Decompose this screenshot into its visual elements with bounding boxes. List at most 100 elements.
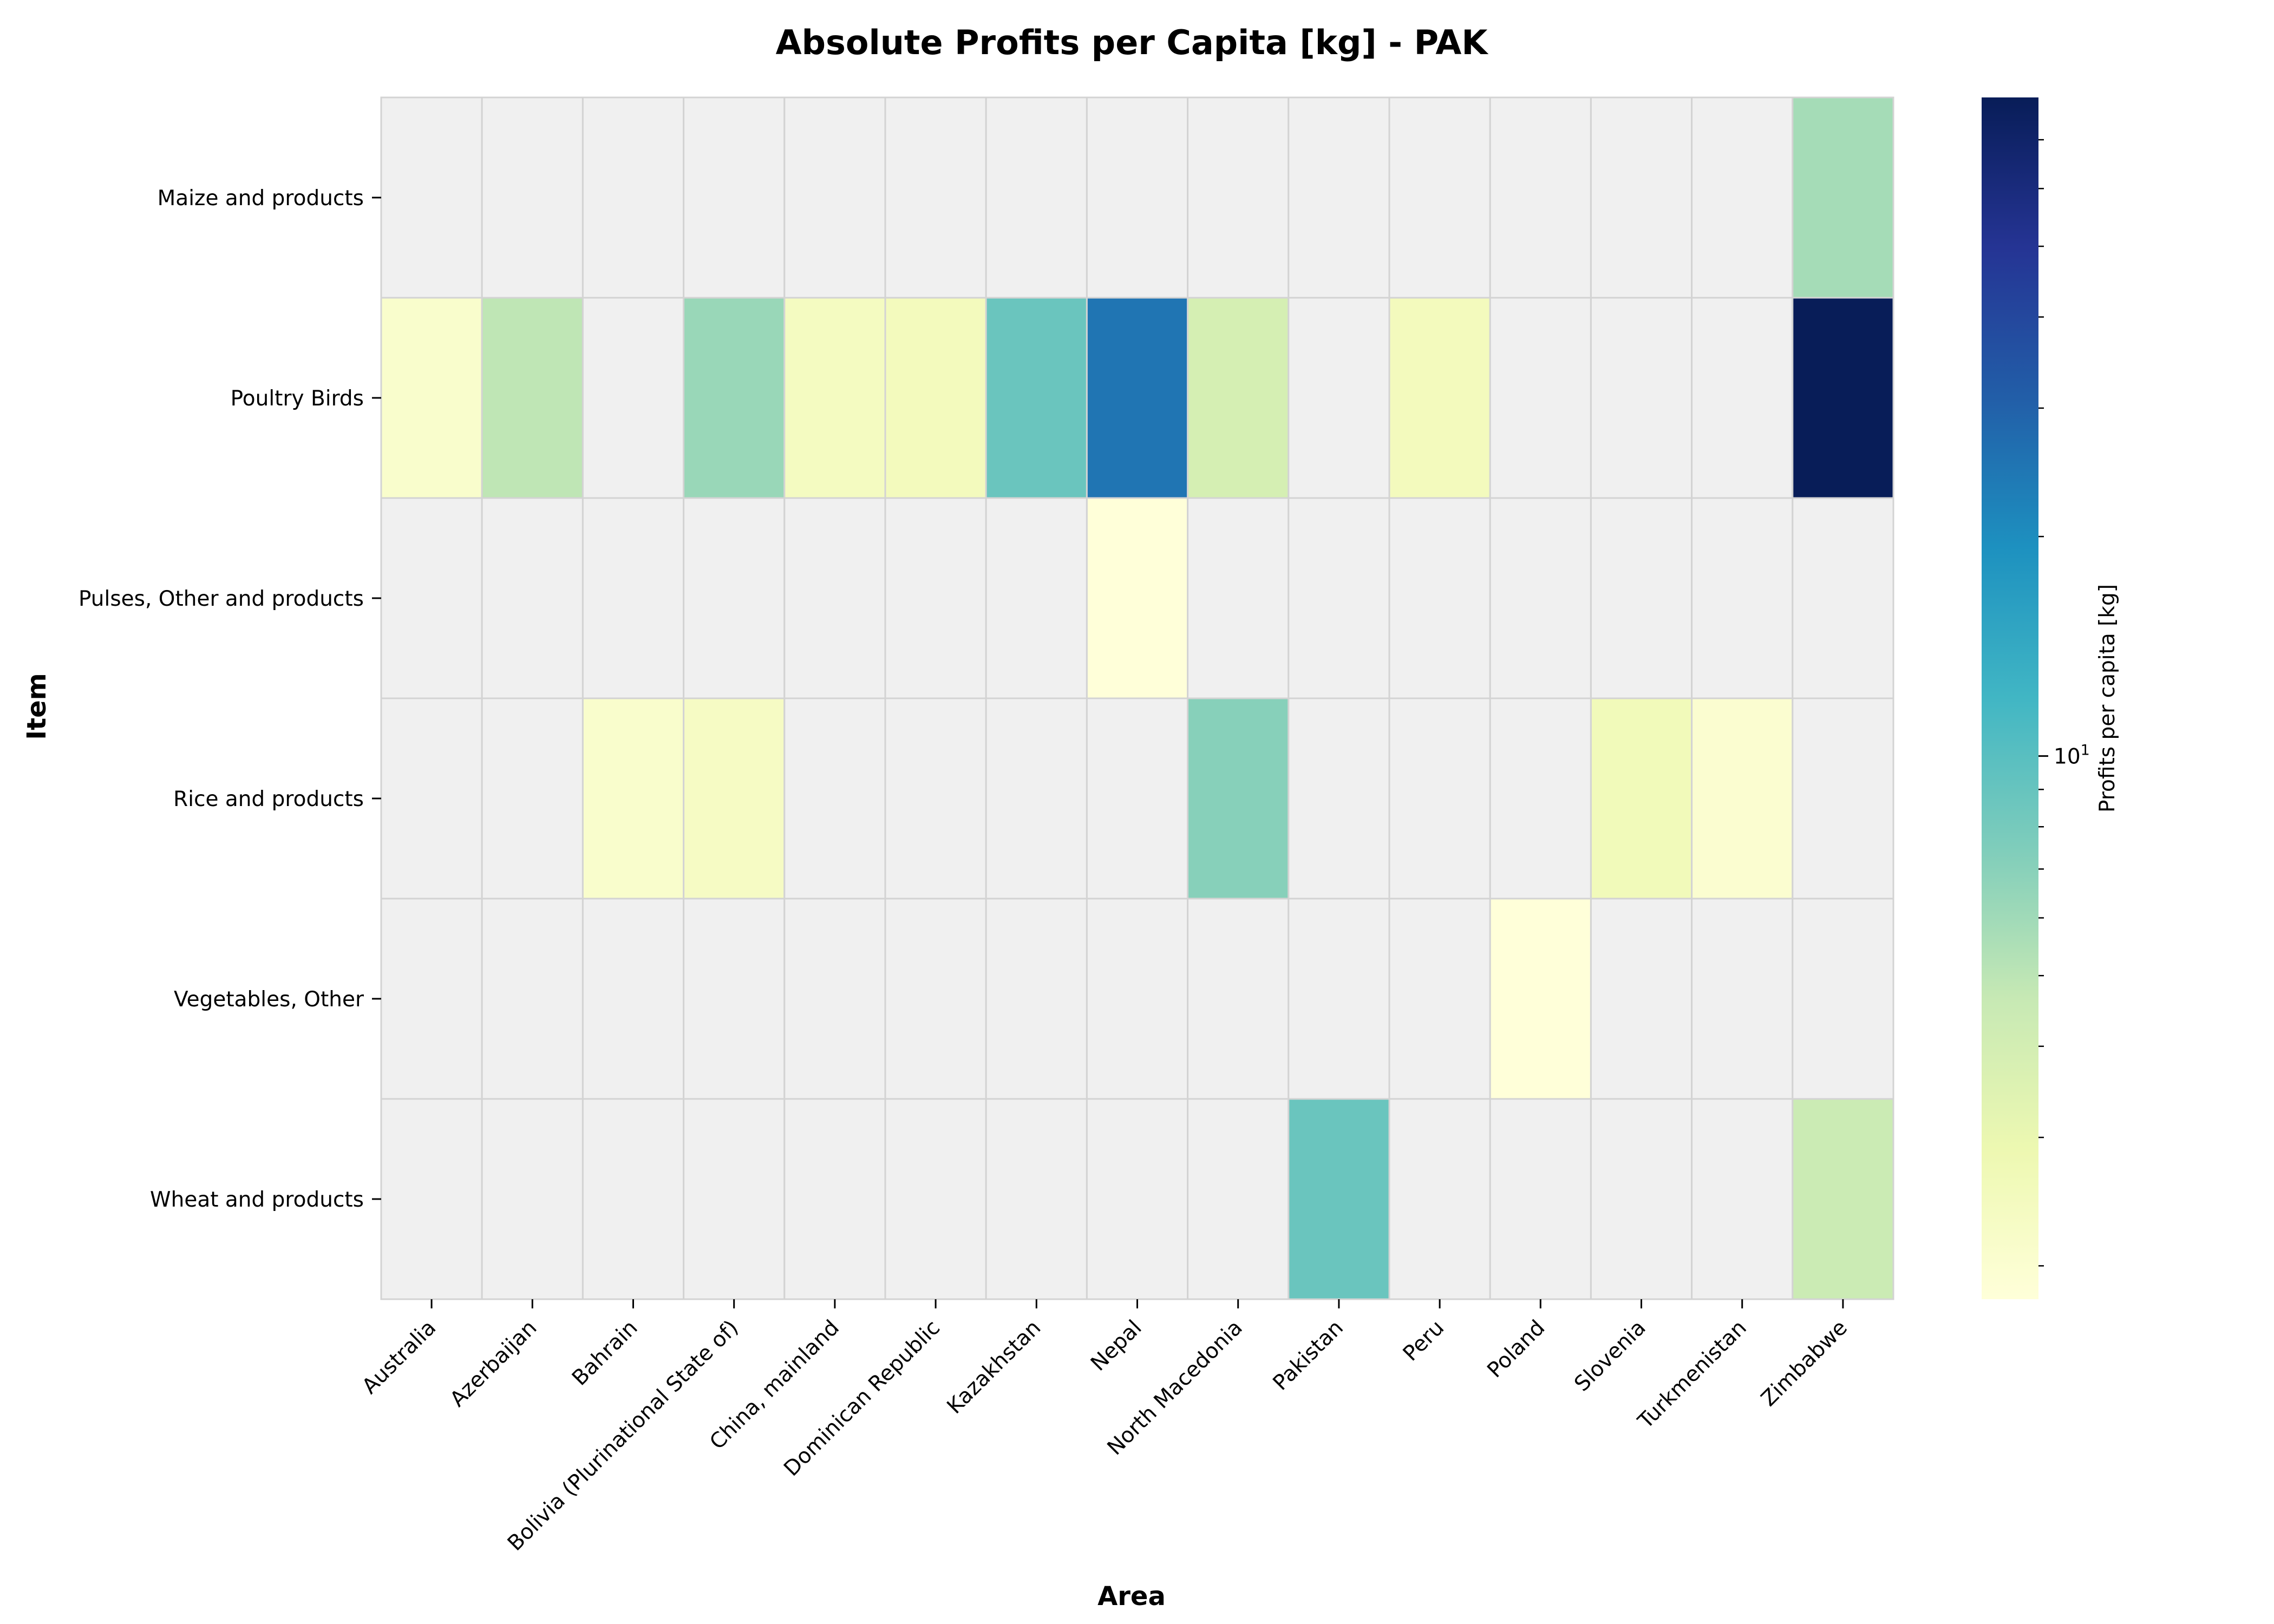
heatmap-cell-wheat-and-products-north-macedonia <box>1187 1098 1290 1300</box>
heatmap-cell-wheat-and-products-turkmenistan <box>1691 1098 1794 1300</box>
x-tick-label: Bahrain <box>567 1315 642 1390</box>
heatmap-cell-maize-and-products-zimbabwe <box>1792 96 1894 299</box>
colorbar-tick-base: 10 <box>2054 745 2081 769</box>
heatmap-cell-wheat-and-products-azerbaijan <box>481 1098 584 1300</box>
heatmap-cell-vegetables-other-north-macedonia <box>1187 898 1290 1100</box>
heatmap-cell-wheat-and-products-peru <box>1388 1098 1491 1300</box>
x-tick-label: Peru <box>1399 1315 1449 1366</box>
heatmap-cell-poultry-birds-azerbaijan <box>481 297 584 499</box>
heatmap-cell-maize-and-products-china-mainland <box>783 96 886 299</box>
heatmap-cell-poultry-birds-china-mainland <box>783 297 886 499</box>
x-tick-label: Nepal <box>1086 1315 1146 1376</box>
heatmap-cell-wheat-and-products-zimbabwe <box>1792 1098 1894 1300</box>
heatmap-cell-rice-and-products-bolivia-plurinational-state-of <box>683 697 786 900</box>
heatmap-cell-poultry-birds-zimbabwe <box>1792 297 1894 499</box>
heatmap-cell-poultry-birds-north-macedonia <box>1187 297 1290 499</box>
heatmap-cell-pulses-other-and-products-dominican-republic <box>884 497 987 699</box>
x-tick-label: Slovenia <box>1570 1315 1650 1396</box>
heatmap-cell-vegetables-other-slovenia <box>1590 898 1693 1100</box>
heatmap-cell-rice-and-products-china-mainland <box>783 697 886 900</box>
heatmap-cell-rice-and-products-azerbaijan <box>481 697 584 900</box>
heatmap-cell-rice-and-products-zimbabwe <box>1792 697 1894 900</box>
heatmap-cell-rice-and-products-dominican-republic <box>884 697 987 900</box>
heatmap-cell-wheat-and-products-bahrain <box>581 1098 685 1300</box>
heatmap-cell-pulses-other-and-products-north-macedonia <box>1187 497 1290 699</box>
y-tick-label: Rice and products <box>173 787 364 811</box>
heatmap-cell-poultry-birds-slovenia <box>1590 297 1693 499</box>
heatmap-cell-vegetables-other-nepal <box>1086 898 1189 1100</box>
x-tick-label: Poland <box>1482 1315 1550 1383</box>
heatmap-cell-rice-and-products-pakistan <box>1288 697 1390 900</box>
heatmap-cell-rice-and-products-peru <box>1388 697 1491 900</box>
heatmap-cell-wheat-and-products-australia <box>380 1098 483 1300</box>
heatmap-cell-maize-and-products-bolivia-plurinational-state-of <box>683 96 786 299</box>
heatmap-cell-pulses-other-and-products-china-mainland <box>783 497 886 699</box>
heatmap-cell-vegetables-other-peru <box>1388 898 1491 1100</box>
heatmap-cell-vegetables-other-kazakhstan <box>985 898 1088 1100</box>
heatmap-cell-rice-and-products-bahrain <box>581 697 685 900</box>
y-tick-label: Wheat and products <box>150 1188 364 1212</box>
chart-title: Absolute Profits per Capita [kg] - PAK <box>776 23 1489 62</box>
heatmap-cell-wheat-and-products-nepal <box>1086 1098 1189 1300</box>
heatmap-cell-maize-and-products-turkmenistan <box>1691 96 1794 299</box>
heatmap-cell-vegetables-other-azerbaijan <box>481 898 584 1100</box>
heatmap-cell-wheat-and-products-poland <box>1489 1098 1592 1300</box>
heatmap-cell-vegetables-other-turkmenistan <box>1691 898 1794 1100</box>
heatmap-cell-vegetables-other-china-mainland <box>783 898 886 1100</box>
heatmap-cell-pulses-other-and-products-poland <box>1489 497 1592 699</box>
heatmap-cell-poultry-birds-poland <box>1489 297 1592 499</box>
y-tick-label: Maize and products <box>158 186 364 211</box>
heatmap-cell-rice-and-products-north-macedonia <box>1187 697 1290 900</box>
heatmap-cell-vegetables-other-poland <box>1489 898 1592 1100</box>
colorbar-title: Profits per capita [kg] <box>2095 584 2120 813</box>
y-axis-title: Item <box>22 673 52 739</box>
heatmap-cell-poultry-birds-bolivia-plurinational-state-of <box>683 297 786 499</box>
heatmap-cell-maize-and-products-azerbaijan <box>481 96 584 299</box>
x-tick-label: Australia <box>357 1315 441 1399</box>
heatmap-cell-pulses-other-and-products-bahrain <box>581 497 685 699</box>
heatmap-cell-pulses-other-and-products-nepal <box>1086 497 1189 699</box>
heatmap-cell-vegetables-other-bolivia-plurinational-state-of <box>683 898 786 1100</box>
heatmap-cell-poultry-birds-australia <box>380 297 483 499</box>
heatmap-cell-wheat-and-products-slovenia <box>1590 1098 1693 1300</box>
heatmap-cell-maize-and-products-australia <box>380 96 483 299</box>
heatmap-cell-pulses-other-and-products-bolivia-plurinational-state-of <box>683 497 786 699</box>
heatmap-cell-wheat-and-products-kazakhstan <box>985 1098 1088 1300</box>
heatmap-cell-maize-and-products-nepal <box>1086 96 1189 299</box>
heatmap-cell-maize-and-products-pakistan <box>1288 96 1390 299</box>
heatmap-cell-vegetables-other-bahrain <box>581 898 685 1100</box>
y-tick-label: Poultry Birds <box>231 387 364 411</box>
heatmap-cell-vegetables-other-australia <box>380 898 483 1100</box>
heatmap-cell-maize-and-products-north-macedonia <box>1187 96 1290 299</box>
x-tick-label: Pakistan <box>1269 1315 1348 1395</box>
x-tick-label: Zimbabwe <box>1756 1315 1852 1411</box>
colorbar-gradient <box>1982 97 2038 1299</box>
colorbar-ticks <box>2038 139 2048 1267</box>
x-tick-label: Kazakhstan <box>943 1315 1046 1419</box>
x-tick-label: Azerbaijan <box>446 1315 542 1412</box>
heatmap-cell-poultry-birds-turkmenistan <box>1691 297 1794 499</box>
heatmap-cell-rice-and-products-kazakhstan <box>985 697 1088 900</box>
heatmap-cell-pulses-other-and-products-slovenia <box>1590 497 1693 699</box>
heatmap-cell-poultry-birds-dominican-republic <box>884 297 987 499</box>
heatmap-cell-maize-and-products-peru <box>1388 96 1491 299</box>
heatmap-cell-pulses-other-and-products-zimbabwe <box>1792 497 1894 699</box>
colorbar-tick-exponent: 1 <box>2081 742 2090 759</box>
heatmap-cell-vegetables-other-pakistan <box>1288 898 1390 1100</box>
heatmap-cells <box>380 96 1894 1300</box>
heatmap-cell-pulses-other-and-products-australia <box>380 497 483 699</box>
heatmap-cell-wheat-and-products-pakistan <box>1288 1098 1390 1300</box>
heatmap-cell-poultry-birds-peru <box>1388 297 1491 499</box>
heatmap-cell-maize-and-products-bahrain <box>581 96 685 299</box>
heatmap-cell-pulses-other-and-products-peru <box>1388 497 1491 699</box>
y-tick-label: Vegetables, Other <box>174 987 364 1012</box>
heatmap-cell-rice-and-products-poland <box>1489 697 1592 900</box>
heatmap-cell-maize-and-products-kazakhstan <box>985 96 1088 299</box>
heatmap-cell-maize-and-products-poland <box>1489 96 1592 299</box>
heatmap-cell-vegetables-other-dominican-republic <box>884 898 987 1100</box>
heatmap-cell-maize-and-products-slovenia <box>1590 96 1693 299</box>
heatmap-cell-vegetables-other-zimbabwe <box>1792 898 1894 1100</box>
heatmap-cell-rice-and-products-slovenia <box>1590 697 1693 900</box>
